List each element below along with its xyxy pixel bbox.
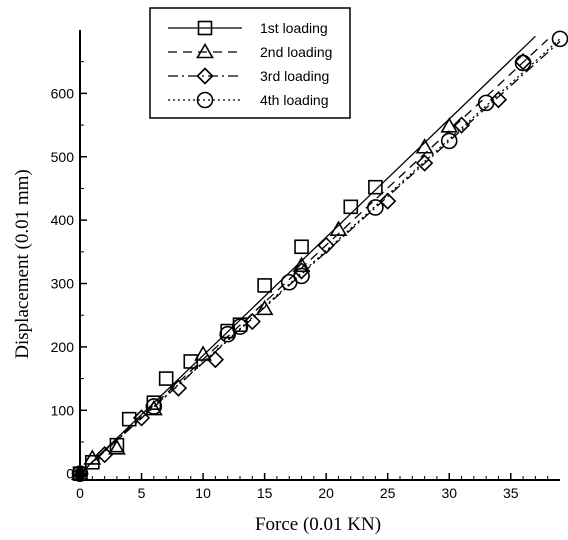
series-line <box>79 35 536 475</box>
data-point <box>183 354 199 369</box>
axes: 0 100 200 300 400 500 600 0 5 10 15 20 25 30 35 <box>51 30 560 501</box>
series-line <box>79 39 549 475</box>
y-tick-label: 600 <box>51 85 75 101</box>
data-point <box>132 409 151 427</box>
data-point <box>108 439 126 455</box>
data-point <box>514 54 532 72</box>
x-tick-label: 35 <box>503 485 519 501</box>
data-point <box>83 449 102 465</box>
x-axis-title: Force (0.01 KN) <box>255 514 381 535</box>
data-point <box>121 411 137 427</box>
legend-marker <box>196 42 214 59</box>
data-point <box>489 91 508 109</box>
data-point <box>477 94 495 112</box>
data-point <box>440 132 458 150</box>
y-tick-label: 300 <box>51 276 75 292</box>
data-point <box>257 278 272 293</box>
data-point <box>343 199 359 215</box>
x-tick-label: 30 <box>441 485 457 501</box>
legend-label: 3rd loading <box>260 68 329 84</box>
data-point <box>440 117 459 133</box>
x-tick-label: 20 <box>318 485 334 501</box>
x-tick-label: 5 <box>138 485 146 501</box>
data-point <box>367 199 384 216</box>
legend-marker <box>196 91 214 109</box>
data-point <box>379 192 397 210</box>
series-1 <box>72 35 536 481</box>
legend-marker <box>196 67 214 85</box>
data-point <box>71 465 89 482</box>
data-point <box>158 371 174 386</box>
data-point <box>329 220 348 236</box>
y-tick-label: 100 <box>51 402 75 418</box>
plot-area <box>71 30 568 483</box>
data-point <box>95 446 114 464</box>
data-point <box>219 325 236 343</box>
legend-label: 1st loading <box>260 20 328 36</box>
data-point <box>292 256 311 273</box>
y-tick-label: 0 <box>66 466 74 482</box>
y-tick-label: 400 <box>51 212 75 228</box>
data-point <box>231 318 249 335</box>
series-4 <box>71 30 568 482</box>
y-tick-label: 500 <box>51 149 75 165</box>
legend-label: 2nd loading <box>260 44 332 60</box>
data-point <box>452 116 471 134</box>
legend-label: 4th loading <box>260 92 329 108</box>
data-point <box>294 239 309 255</box>
data-point <box>514 53 532 71</box>
x-tick-label: 0 <box>76 485 84 501</box>
data-point <box>317 236 335 255</box>
x-tick-label: 15 <box>257 485 273 501</box>
y-axis-title: Displacement (0.01 mm) <box>12 169 33 358</box>
data-point <box>368 179 383 195</box>
data-point <box>255 299 274 316</box>
legend-marker <box>197 20 213 36</box>
data-point <box>415 154 434 172</box>
origin-point <box>75 468 85 479</box>
data-point <box>415 138 434 154</box>
data-point <box>293 267 310 285</box>
data-point <box>206 350 225 369</box>
x-tick-label: 10 <box>195 485 211 501</box>
data-point <box>243 312 261 331</box>
data-point <box>169 379 188 397</box>
data-point <box>145 398 163 415</box>
legend: 1st loading 2nd loading 3rd loading 4th loa… <box>149 7 351 119</box>
y-tick-label: 200 <box>51 339 75 355</box>
x-tick-label: 25 <box>380 485 396 501</box>
data-point <box>194 345 212 361</box>
